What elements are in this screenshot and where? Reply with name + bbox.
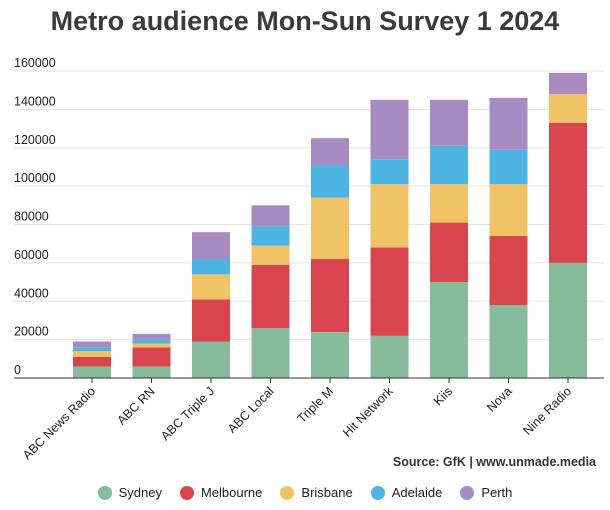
legend-item-sydney: Sydney <box>97 485 162 500</box>
x-tick-label: ABC Local <box>225 384 277 436</box>
bar-segment-sydney <box>549 262 587 378</box>
x-tick-label: Nine Radio <box>520 384 574 438</box>
chart-title: Metro audience Mon-Sun Survey 1 2024 <box>50 6 560 36</box>
source-note: Source: GfK | www.unmade.media <box>392 455 596 469</box>
bar-segment-brisbane <box>370 184 409 248</box>
bar-segment-melbourne <box>132 347 171 367</box>
bar-segment-melbourne <box>251 264 290 329</box>
bar-segment-adelaide <box>370 159 409 185</box>
legend-label: Adelaide <box>391 485 443 500</box>
bar-segment-sydney <box>311 331 349 378</box>
x-tick-label: Triple M <box>295 384 336 425</box>
legend-swatch <box>179 485 194 500</box>
x-tick-label: ABC RN <box>114 384 157 427</box>
y-tick-label: 60000 <box>14 248 49 262</box>
bar-segment-melbourne <box>73 356 111 367</box>
bar-segment-brisbane <box>73 351 111 357</box>
bar-segment-melbourne <box>430 222 468 283</box>
legend-item-adelaide: Adelaide <box>370 485 443 500</box>
legend-label: Perth <box>481 485 513 500</box>
bar-segment-adelaide <box>430 145 468 185</box>
x-tick-label: Nova <box>484 384 515 415</box>
legend-label: Melbourne <box>200 485 263 500</box>
chart-plot: 0 20000 40000 60000 80000 100000 120000 140000 1… <box>14 56 604 462</box>
bar-segment-brisbane <box>311 197 349 260</box>
x-tick-label: Hit Network <box>340 384 396 440</box>
legend-swatch <box>370 485 385 500</box>
bar-segment-brisbane <box>251 245 290 265</box>
legend-swatch <box>280 485 295 500</box>
bar-segment-perth <box>311 138 349 166</box>
bar-segment-perth <box>370 99 409 160</box>
y-tick-label: 120000 <box>14 133 56 147</box>
legend-item-melbourne: Melbourne <box>179 485 263 500</box>
bar-segment-brisbane <box>549 94 587 123</box>
bar-segment-adelaide <box>132 339 171 344</box>
x-tick-label: Kiis <box>431 384 455 408</box>
y-tick-label: 20000 <box>14 325 49 339</box>
bar-segment-sydney <box>73 366 111 378</box>
bar-segment-perth <box>132 333 171 340</box>
y-tick-label: 160000 <box>14 56 56 70</box>
bar-segment-melbourne <box>370 247 409 336</box>
bar-segment-adelaide <box>192 259 230 275</box>
y-tick-label: 100000 <box>14 171 56 185</box>
bar-segment-brisbane <box>430 184 468 223</box>
bar-segment-melbourne <box>549 122 587 263</box>
bar-segment-sydney <box>251 328 290 378</box>
legend-swatch <box>97 485 112 500</box>
x-tick-label: ABC News Radio <box>20 384 98 462</box>
legend-label: Sydney <box>118 485 162 500</box>
y-tick-label: 140000 <box>14 94 56 108</box>
bar-segment-sydney <box>370 335 409 378</box>
bar-segment-sydney <box>192 341 230 378</box>
bar-segment-melbourne <box>192 299 230 342</box>
y-tick-label: 80000 <box>14 210 49 224</box>
legend-label: Brisbane <box>301 485 353 500</box>
bar-segment-perth <box>430 99 468 146</box>
bar-segment-brisbane <box>192 274 230 300</box>
bar-segment-perth <box>251 205 290 227</box>
y-tick-label: 0 <box>14 363 21 377</box>
bar-segment-brisbane <box>132 343 171 348</box>
bar-segment-perth <box>73 341 111 348</box>
x-tick-label: ABC Triple J <box>158 384 217 443</box>
bar-segment-perth <box>489 97 528 150</box>
y-tick-label: 40000 <box>14 286 49 300</box>
bar-segment-brisbane <box>489 184 528 237</box>
bar-segment-sydney <box>132 366 171 378</box>
bar-segment-sydney <box>430 282 468 378</box>
bar-segment-perth <box>192 232 230 260</box>
legend-item-perth: Perth <box>460 485 512 500</box>
bar-segment-adelaide <box>73 347 111 352</box>
bars <box>73 72 587 378</box>
bar-segment-sydney <box>489 305 528 378</box>
legend: Sydney Melbourne Brisbane Adelaide Perth <box>0 485 610 500</box>
bar-segment-adelaide <box>311 165 349 198</box>
legend-swatch <box>460 485 475 500</box>
bar-segment-adelaide <box>251 226 290 246</box>
bar-segment-perth <box>549 72 587 95</box>
bar-segment-melbourne <box>311 259 349 332</box>
bar-segment-melbourne <box>489 236 528 306</box>
legend-item-brisbane: Brisbane <box>280 485 353 500</box>
bar-segment-adelaide <box>489 149 528 185</box>
